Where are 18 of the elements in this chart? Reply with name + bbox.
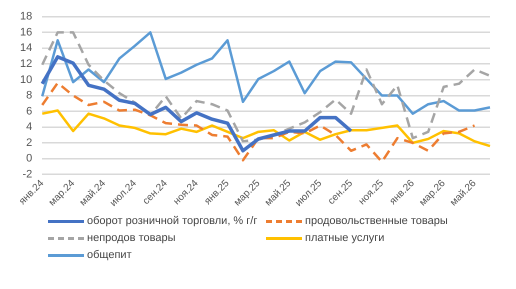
y-tick-label: 0 xyxy=(26,152,32,165)
y-tick-label: 10 xyxy=(20,74,32,86)
line-series xyxy=(40,31,492,143)
legend-label: общепит xyxy=(87,249,132,261)
y-tick-label: 8 xyxy=(26,90,32,102)
y-tick-label: 2 xyxy=(26,136,32,149)
legend-label: непродов товары xyxy=(87,232,176,244)
legend-label: продовольственные товары xyxy=(305,215,448,227)
y-tick-label: 18 xyxy=(20,10,32,23)
y-tick-label: 4 xyxy=(26,121,32,134)
legend-label: оборот розничной торговли, % г/г xyxy=(87,215,258,227)
y-tick-label: 6 xyxy=(26,105,32,118)
y-tick-label: 16 xyxy=(20,26,32,38)
y-tick-label: 14 xyxy=(20,42,32,54)
legend-label: платные услуги xyxy=(305,232,384,244)
line-series xyxy=(40,82,476,164)
y-tick-label: 12 xyxy=(20,58,32,70)
y-tick-label: -2 xyxy=(22,168,32,180)
